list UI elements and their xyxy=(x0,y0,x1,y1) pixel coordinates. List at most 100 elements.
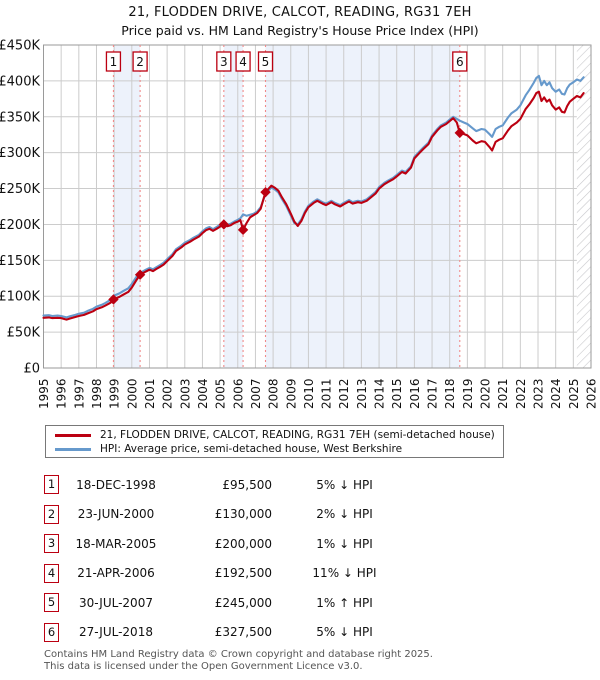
svg-text:2017: 2017 xyxy=(426,378,440,409)
svg-text:2014: 2014 xyxy=(373,378,387,409)
sale-diamond-marker xyxy=(108,294,119,305)
svg-text:2007: 2007 xyxy=(249,378,263,409)
transaction-number-badge: 1 xyxy=(44,475,59,495)
svg-text:£450K: £450K xyxy=(0,39,40,54)
svg-text:1999: 1999 xyxy=(108,378,122,409)
sale-diamond-marker xyxy=(218,219,230,230)
no-data-hatch-region xyxy=(576,45,591,368)
transaction-vs-hpi: 1% ↓ HPI xyxy=(316,536,373,551)
svg-text:2019: 2019 xyxy=(461,378,475,409)
svg-text:2012: 2012 xyxy=(337,378,351,409)
transaction-price: £200,000 xyxy=(214,536,272,551)
svg-text:2003: 2003 xyxy=(178,378,192,409)
table-row: 4 21-APR-2006 £192,500 11% ↓ HPI xyxy=(44,559,564,589)
svg-text:£400K: £400K xyxy=(0,74,40,89)
svg-text:2000: 2000 xyxy=(125,378,139,409)
transaction-markers xyxy=(108,127,465,305)
sale-diamond-marker xyxy=(454,127,465,139)
transaction-date: 18-MAR-2005 xyxy=(75,536,157,551)
transaction-price: £327,500 xyxy=(214,625,272,640)
svg-text:5: 5 xyxy=(262,55,270,69)
transaction-price: £130,000 xyxy=(214,507,272,522)
table-row: 6 27-JUL-2018 £327,500 5% ↓ HPI xyxy=(44,618,564,648)
svg-text:£50K: £50K xyxy=(7,326,41,341)
footer-line: Contains HM Land Registry data © Crown c… xyxy=(44,649,433,660)
svg-text:2009: 2009 xyxy=(284,378,298,409)
transaction-vs-hpi: 5% ↓ HPI xyxy=(316,477,373,492)
table-row: 1 18-DEC-1998 £95,500 5% ↓ HPI xyxy=(44,470,564,500)
x-axis-labels: 1995 1996 1997 1998 1999 2000 2001 2002 2003 2004… xyxy=(37,378,599,409)
plot-border xyxy=(43,44,592,369)
svg-text:2013: 2013 xyxy=(355,378,369,409)
legend-label: 21, FLODDEN DRIVE, CALCOT, READING, RG31… xyxy=(100,429,495,441)
svg-text:4: 4 xyxy=(239,55,247,69)
price-paid-line-swatch xyxy=(55,433,91,437)
svg-text:2020: 2020 xyxy=(479,378,493,409)
ownership-period-bands xyxy=(113,45,460,368)
table-row: 3 18-MAR-2005 £200,000 1% ↓ HPI xyxy=(44,529,564,559)
svg-text:2006: 2006 xyxy=(231,378,245,409)
transaction-price: £192,500 xyxy=(214,566,272,581)
svg-text:1996: 1996 xyxy=(55,378,69,409)
legend-item-hpi: HPI: Average price, semi-detached house,… xyxy=(55,442,503,456)
page-subtitle: Price paid vs. HM Land Registry's House … xyxy=(121,23,479,38)
hpi-line-swatch xyxy=(55,447,91,451)
transaction-vs-hpi: 2% ↓ HPI xyxy=(316,507,373,522)
svg-text:2011: 2011 xyxy=(320,378,334,409)
svg-text:2004: 2004 xyxy=(196,378,210,409)
svg-text:2018: 2018 xyxy=(443,378,457,409)
svg-text:2005: 2005 xyxy=(214,378,228,409)
svg-text:2001: 2001 xyxy=(143,378,157,409)
y-axis-labels: £450K £400K £350K £300K £250K £200K £150K £100K… xyxy=(0,39,40,377)
svg-text:2024: 2024 xyxy=(549,378,563,409)
transaction-number-badge: 5 xyxy=(44,593,59,613)
transaction-vs-hpi: 5% ↓ HPI xyxy=(316,625,373,640)
transaction-number-badge: 3 xyxy=(44,534,59,554)
legend-item-price-paid: 21, FLODDEN DRIVE, CALCOT, READING, RG31… xyxy=(55,428,503,442)
sale-diamond-marker xyxy=(134,269,146,280)
transaction-number-badge: 6 xyxy=(44,622,59,642)
sale-diamond-marker xyxy=(260,186,271,198)
transaction-price: £95,500 xyxy=(222,477,272,492)
transaction-vs-hpi: 1% ↑ HPI xyxy=(316,595,373,610)
transaction-date: 23-JUN-2000 xyxy=(77,507,155,522)
legend: 21, FLODDEN DRIVE, CALCOT, READING, RG31… xyxy=(45,425,504,458)
transaction-vs-hpi: 11% ↓ HPI xyxy=(312,566,377,581)
svg-text:2015: 2015 xyxy=(390,378,404,409)
legend-label: HPI: Average price, semi-detached house,… xyxy=(100,443,403,455)
transaction-date: 30-JUL-2007 xyxy=(79,595,153,610)
svg-text:£300K: £300K xyxy=(0,146,40,161)
svg-text:1: 1 xyxy=(110,55,118,69)
copyright-footer: Contains HM Land Registry data © Crown c… xyxy=(44,649,433,672)
svg-text:2025: 2025 xyxy=(567,378,581,409)
transaction-date: 21-APR-2006 xyxy=(77,566,155,581)
svg-text:2026: 2026 xyxy=(585,378,599,409)
page-title: 21, FLODDEN DRIVE, CALCOT, READING, RG31… xyxy=(128,5,472,20)
svg-text:2022: 2022 xyxy=(514,378,528,409)
transaction-number-badge: 2 xyxy=(44,504,59,524)
svg-text:2023: 2023 xyxy=(532,378,546,409)
svg-text:£250K: £250K xyxy=(0,182,40,197)
svg-text:2016: 2016 xyxy=(408,378,422,409)
svg-text:2008: 2008 xyxy=(267,378,281,409)
svg-text:£150K: £150K xyxy=(0,254,40,269)
svg-text:3: 3 xyxy=(220,55,228,69)
sale-diamond-marker xyxy=(237,224,249,236)
transaction-number-badge: 4 xyxy=(44,563,59,583)
svg-text:2002: 2002 xyxy=(161,378,175,409)
svg-text:£200K: £200K xyxy=(0,218,40,233)
transaction-price: £245,000 xyxy=(214,595,272,610)
transactions-table: 1 18-DEC-1998 £95,500 5% ↓ HPI 2 23-JUN-… xyxy=(44,470,564,647)
table-row: 5 30-JUL-2007 £245,000 1% ↑ HPI xyxy=(44,588,564,618)
svg-text:£100K: £100K xyxy=(0,290,40,305)
hpi-line xyxy=(42,74,585,319)
transaction-date: 27-JUL-2018 xyxy=(79,625,153,640)
svg-text:1995: 1995 xyxy=(37,378,51,409)
svg-text:£0: £0 xyxy=(23,362,40,377)
svg-text:1998: 1998 xyxy=(90,378,104,409)
transaction-event-lines xyxy=(112,45,461,368)
svg-text:6: 6 xyxy=(456,55,464,69)
table-row: 2 23-JUN-2000 £130,000 2% ↓ HPI xyxy=(44,500,564,530)
svg-text:2010: 2010 xyxy=(302,378,316,409)
